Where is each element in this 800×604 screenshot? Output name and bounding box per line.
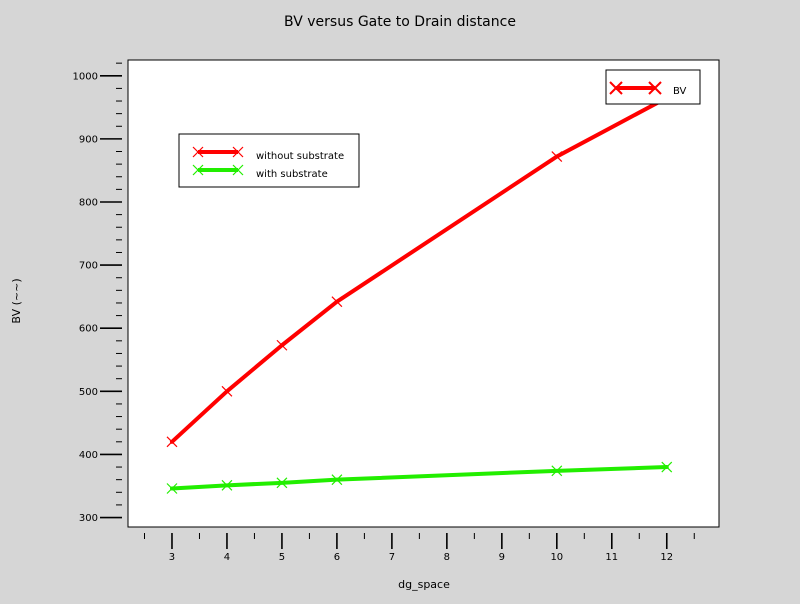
x-tick-label: 6 [334,552,340,563]
chart-title: BV versus Gate to Drain distance [284,14,516,30]
legend-label-bv: BV [673,86,687,97]
y-tick-label: 500 [79,387,98,398]
marker-stroke [661,461,673,473]
x-tick-label: 4 [224,552,230,563]
legend-swatch-without-substrate [192,146,244,158]
data-point-without-substrate [166,436,178,448]
x-tick-label: 7 [389,552,395,563]
legend-marker [232,146,244,158]
legend-marker [609,81,623,95]
data-point-with-substrate [276,477,288,489]
marker-stroke [648,81,662,95]
marker-stroke [609,81,623,95]
marker-stroke [276,339,288,351]
y-tick-label: 1000 [73,71,98,82]
legend-label-without-substrate: without substrate [256,151,344,162]
data-point-with-substrate [551,465,563,477]
legend-swatch-bv [609,81,662,95]
y-tick-label: 400 [79,450,98,461]
marker-stroke [166,483,178,494]
marker-stroke [551,151,563,162]
marker-stroke [232,164,244,176]
marker-stroke [192,146,204,158]
x-tick-label: 12 [660,552,673,563]
x-tick-label: 11 [605,552,618,563]
data-point-with-substrate [661,461,673,473]
data-point-with-substrate [166,483,178,494]
series-line-with-substrate [169,465,669,491]
data-point-with-substrate [221,479,233,491]
plot-area [127,59,720,528]
marker-stroke [551,465,563,477]
data-point-without-substrate [221,385,233,397]
x-tick-label: 10 [550,552,563,563]
legend-series: without substrate with substrate [178,133,360,188]
y-tick-label: 600 [79,324,98,335]
data-point-without-substrate [276,339,288,351]
legend-label-with-substrate: with substrate [256,169,328,180]
legend-marker [232,164,244,176]
y-tick-label: 300 [79,513,98,524]
legend-swatch-with-substrate [192,164,244,176]
marker-stroke [232,146,244,158]
x-tick-label: 3 [169,552,175,563]
series-layer [166,92,673,494]
series-line-without-substrate [169,95,669,444]
axes: 300 400 500 600 700 800 900 1000 3 4 5 6 7 8 9 10 11 12 [73,62,695,563]
legend-marker [192,164,204,176]
legend-bv: BV [605,69,701,105]
data-point-without-substrate [331,296,343,308]
data-point-with-substrate [331,474,343,486]
y-tick-label: 900 [79,134,98,145]
y-axis-label: BV (~~) [10,278,23,323]
marker-stroke [166,436,178,448]
legend-marker [648,81,662,95]
marker-stroke [221,479,233,491]
x-tick-label: 8 [444,552,450,563]
legend-marker [192,146,204,158]
marker-stroke [276,477,288,489]
y-tick-label: 700 [79,261,98,272]
marker-stroke [221,385,233,397]
marker-stroke [331,296,343,308]
x-axis-label: dg_space [398,578,450,591]
legend-box [178,133,360,188]
marker-stroke [192,164,204,176]
marker-stroke [331,474,343,486]
x-tick-label: 9 [499,552,505,563]
y-tick-label: 800 [79,197,98,208]
data-point-without-substrate [551,151,563,162]
x-tick-label: 5 [279,552,285,563]
